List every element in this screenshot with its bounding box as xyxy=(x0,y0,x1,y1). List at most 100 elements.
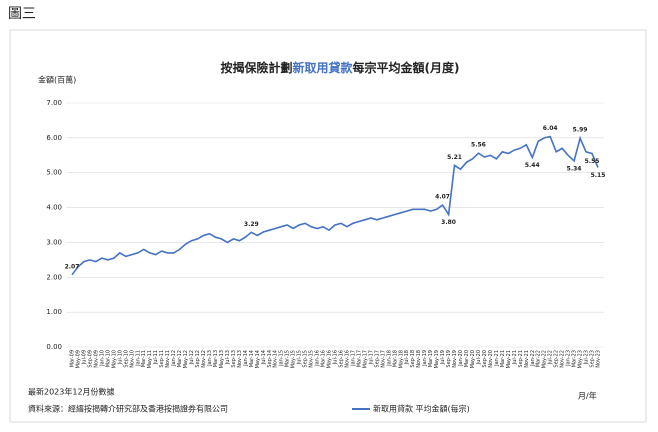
x-tick-label: Mar-20 xyxy=(464,350,470,367)
x-tick-label: Jan-20 xyxy=(458,350,464,367)
y-tick-label: 4.00 xyxy=(46,204,62,212)
x-tick-label: Sep-17 xyxy=(374,350,380,368)
y-tick-label: 6.00 xyxy=(46,134,62,142)
y-axis-label: 金額(百萬) xyxy=(38,75,76,85)
note: 最新2023年12月份數據 xyxy=(28,387,115,397)
x-tick-label: Mar-14 xyxy=(249,350,255,367)
x-tick-label: May-16 xyxy=(327,350,333,368)
data-label: 5.99 xyxy=(573,127,588,134)
data-label: 5.44 xyxy=(525,162,540,169)
x-tick-label: May-13 xyxy=(219,350,225,368)
x-tick-label: Nov-14 xyxy=(273,350,279,368)
x-tick-label: Sep-11 xyxy=(159,350,165,368)
x-tick-label: Jan-16 xyxy=(315,350,321,367)
x-tick-label: Sep-13 xyxy=(231,350,237,368)
x-tick-label: Nov-16 xyxy=(344,350,350,368)
x-tick-label: May-14 xyxy=(255,350,261,368)
x-tick-label: Sep-09 xyxy=(87,350,93,368)
x-tick-label: Jul-22 xyxy=(548,350,554,365)
x-tick-label: Jan-21 xyxy=(494,350,500,367)
x-tick-label: Jan-10 xyxy=(99,350,105,367)
x-tick-label: Mar-17 xyxy=(356,350,362,367)
chart-frame xyxy=(9,29,647,423)
x-tick-label: Jan-13 xyxy=(207,350,213,367)
x-tick-label: Jul-18 xyxy=(404,350,410,365)
title-part: 按揭保險計劃 xyxy=(220,60,292,75)
x-tick-label: Jan-22 xyxy=(530,350,536,367)
x-tick-label: May-21 xyxy=(506,350,512,368)
x-tick-label: Mar-15 xyxy=(285,350,291,367)
x-tick-label: Jul-09 xyxy=(81,350,87,365)
x-tick-label: May-12 xyxy=(183,350,189,368)
x-tick-label: Sep-20 xyxy=(482,350,488,368)
y-tick-label: 0.00 xyxy=(46,343,62,351)
y-tick-label: 7.00 xyxy=(46,99,62,107)
x-tick-label: Sep-14 xyxy=(267,350,273,368)
data-label: 4.07 xyxy=(435,194,450,201)
chart-title: 按揭保險計劃新取用貸款每宗平均金額(月度) xyxy=(220,60,459,75)
x-tick-label: May-09 xyxy=(75,350,81,368)
x-tick-label: May-18 xyxy=(398,350,404,368)
x-tick-label: May-19 xyxy=(434,350,440,368)
x-tick-label: Nov-11 xyxy=(165,350,171,368)
x-tick-label: May-10 xyxy=(111,350,117,368)
x-tick-label: Mar-13 xyxy=(213,350,219,367)
title-part: 新取用貸款 xyxy=(293,60,354,75)
x-tick-label: Mar-21 xyxy=(500,350,506,367)
x-tick-label: Jul-17 xyxy=(368,350,374,365)
x-tick-label: Sep-16 xyxy=(338,350,344,368)
x-tick-label: Nov-21 xyxy=(524,350,530,368)
x-tick-label: Nov-10 xyxy=(129,350,135,368)
x-tick-label: Jul-10 xyxy=(117,350,123,365)
heading: 圖三 xyxy=(8,6,36,22)
x-tick-label: Jul-23 xyxy=(584,350,590,365)
x-tick-label: Jul-12 xyxy=(189,350,195,365)
x-tick-label: Nov-09 xyxy=(93,350,99,368)
x-tick-label: May-23 xyxy=(578,350,584,368)
x-tick-label: Sep-12 xyxy=(195,350,201,368)
data-label: 3.80 xyxy=(441,219,456,226)
x-tick-label: May-15 xyxy=(291,350,297,368)
x-tick-label: Jul-15 xyxy=(297,350,303,365)
x-tick-label: Jan-14 xyxy=(243,350,249,367)
x-tick-label: Nov-23 xyxy=(596,350,602,368)
x-tick-label: Nov-12 xyxy=(201,350,207,368)
x-tick-label: Sep-15 xyxy=(303,350,309,368)
data-label: 5.21 xyxy=(447,154,462,161)
x-tick-label: Mar-16 xyxy=(321,350,327,367)
data-label: 3.29 xyxy=(244,221,259,228)
x-tick-label: Mar-22 xyxy=(536,350,542,367)
x-tick-label: Jul-14 xyxy=(261,350,267,365)
x-tick-label: Jul-21 xyxy=(512,350,518,365)
x-tick-label: Jul-19 xyxy=(440,350,446,365)
x-tick-label: Jan-15 xyxy=(279,350,285,367)
x-tick-label: Jan-12 xyxy=(171,350,177,367)
y-tick-label: 5.00 xyxy=(46,169,62,177)
x-tick-label: Sep-10 xyxy=(123,350,129,368)
x-tick-label: Jul-13 xyxy=(225,350,231,365)
x-tick-label: Mar-18 xyxy=(392,350,398,367)
x-tick-label: Sep-18 xyxy=(410,350,416,368)
data-label: 5.15 xyxy=(591,172,606,179)
data-label: 5.55 xyxy=(585,158,600,165)
series-line xyxy=(71,135,599,276)
x-tick-label: Jul-11 xyxy=(153,350,159,365)
x-tick-label: Nov-22 xyxy=(560,350,566,368)
x-tick-label: Sep-19 xyxy=(446,350,452,368)
x-tick-label: May-20 xyxy=(470,350,476,368)
legend-label: 新取用貸款 平均金額(每宗) xyxy=(373,404,470,414)
x-tick-label: May-11 xyxy=(147,350,153,368)
x-tick-label: Nov-19 xyxy=(452,350,458,368)
x-tick-label: Mar-11 xyxy=(141,350,147,367)
x-tick-label: May-17 xyxy=(362,350,368,368)
x-tick-label: Jan-19 xyxy=(422,350,428,367)
x-tick-label: Jul-20 xyxy=(476,350,482,365)
source: 資料來源：經縉按揭轉介研究部及香港按揭證券有限公司 xyxy=(28,404,228,414)
x-axis-label: 月/年 xyxy=(578,391,597,401)
x-tick-label: Mar-10 xyxy=(105,350,111,367)
title-part: 每宗平均金額(月度) xyxy=(353,60,460,75)
x-tick-label: Mar-12 xyxy=(177,350,183,367)
y-tick-label: 1.00 xyxy=(46,308,62,316)
x-tick-label: Sep-22 xyxy=(554,350,560,368)
